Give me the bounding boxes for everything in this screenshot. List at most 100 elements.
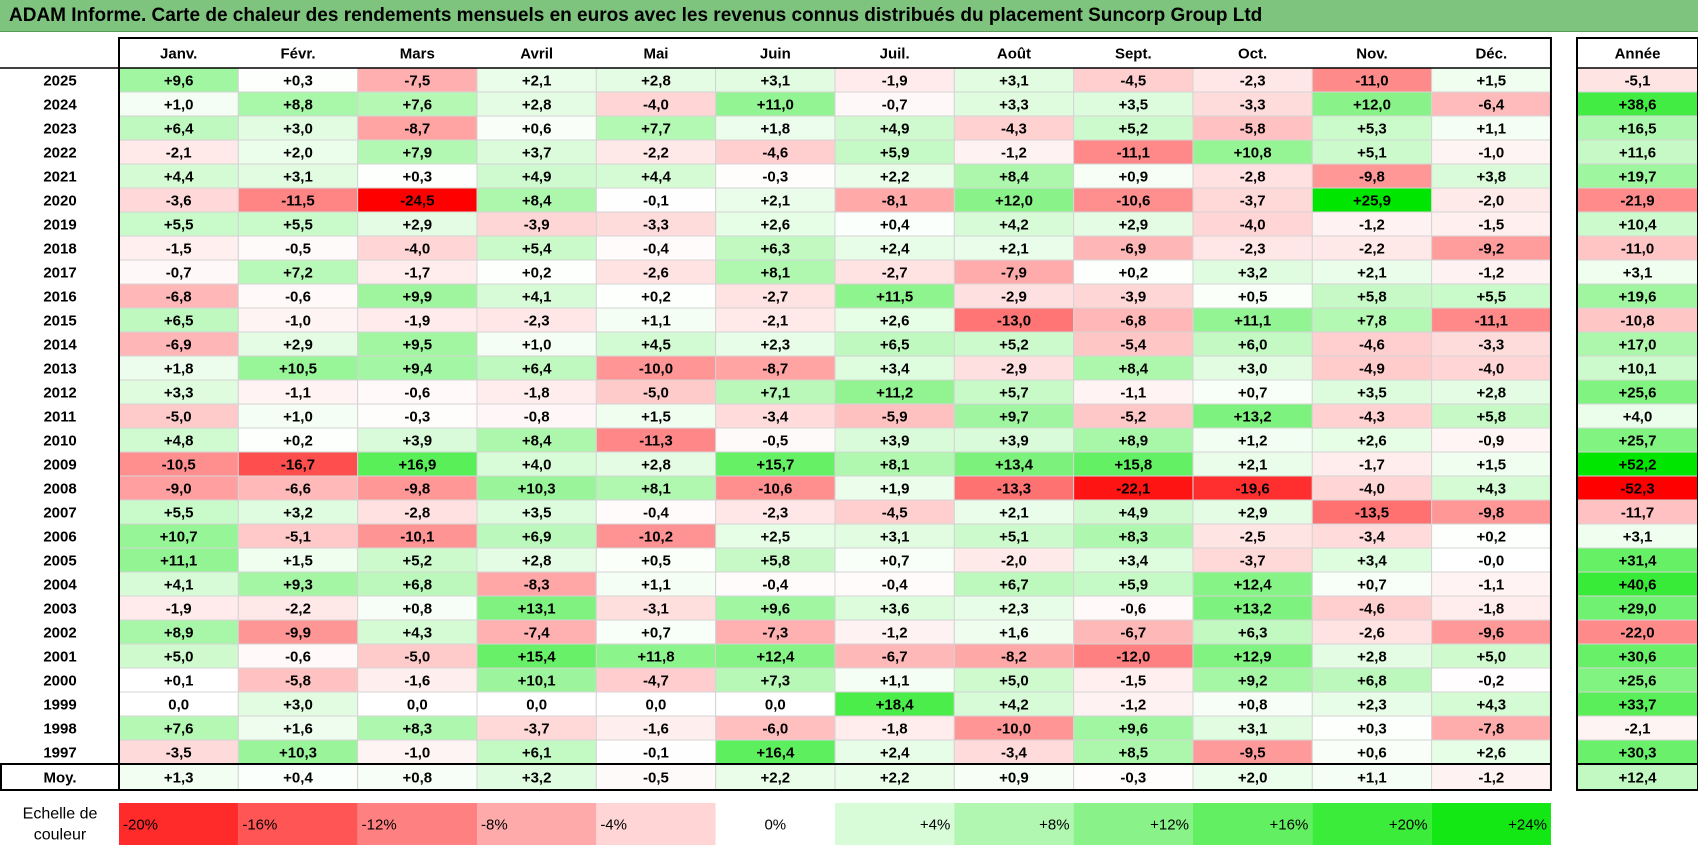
cell-value: -0,4 xyxy=(643,505,670,522)
heatmap-cell xyxy=(1311,379,1433,405)
avg-value: +0,4 xyxy=(283,770,313,787)
cell-value: +1,0 xyxy=(522,337,552,354)
heatmap-cell xyxy=(1192,331,1313,357)
cell-value: -5,9 xyxy=(882,409,908,426)
cell-value: +2,6 xyxy=(1357,433,1387,450)
cell-value: -1,2 xyxy=(1359,217,1385,234)
annual-cell xyxy=(1576,187,1698,213)
heatmap-cell xyxy=(1431,691,1552,717)
scale-swatch xyxy=(1312,803,1432,845)
page-title: ADAM Informe. Carte de chaleur des rende… xyxy=(9,5,1263,26)
cell-value: -1,8 xyxy=(524,385,550,402)
cell-value: +5,9 xyxy=(880,145,910,162)
cell-value: +0,2 xyxy=(641,289,671,306)
heatmap-cell xyxy=(1192,451,1313,477)
annual-value: +33,7 xyxy=(1619,697,1657,714)
cell-value: -5,8 xyxy=(1240,121,1266,138)
cell-value: +5,8 xyxy=(1357,289,1387,306)
heatmap-cell xyxy=(1431,235,1552,261)
cell-value: +10,7 xyxy=(160,529,198,546)
cell-value: +4,4 xyxy=(164,169,194,186)
cell-value: -2,3 xyxy=(1240,73,1266,90)
annual-cell xyxy=(1576,571,1698,597)
heatmap-cell xyxy=(357,355,478,381)
annual-cell xyxy=(1576,715,1698,741)
heatmap-cell xyxy=(715,403,836,429)
cell-value: +8,1 xyxy=(880,457,910,474)
cell-value: -3,9 xyxy=(1120,289,1146,306)
row-year-label: 2015 xyxy=(43,313,76,330)
cell-value: +2,8 xyxy=(522,553,552,570)
cell-value: +0,7 xyxy=(1238,385,1268,402)
heatmap-cell xyxy=(237,475,359,501)
heatmap-cell xyxy=(237,331,359,357)
annual-header: Année xyxy=(1615,46,1661,63)
cell-value: +3,4 xyxy=(880,361,910,378)
month-header: Déc. xyxy=(1475,46,1507,63)
cell-value: +4,1 xyxy=(164,577,194,594)
scale-swatch xyxy=(834,803,955,845)
heatmap-cell xyxy=(476,499,597,525)
row-year-label: 2017 xyxy=(43,265,76,282)
cell-value: +3,8 xyxy=(1476,169,1506,186)
heatmap-cell xyxy=(1073,499,1194,525)
heatmap-cell xyxy=(1073,67,1194,93)
cell-value: -8,7 xyxy=(404,121,430,138)
cell-value: -9,9 xyxy=(285,625,311,642)
heatmap-cell xyxy=(834,499,955,525)
annual-value: +25,6 xyxy=(1619,385,1657,402)
cell-value: -10,2 xyxy=(639,529,673,546)
annual-column-frame xyxy=(1576,37,1698,791)
cell-value: -2,2 xyxy=(1359,241,1385,258)
heatmap-cell xyxy=(357,187,478,213)
heatmap-cell xyxy=(476,259,597,285)
cell-value: +0,3 xyxy=(1357,721,1387,738)
row-year-label: 2019 xyxy=(43,217,76,234)
heatmap-cell xyxy=(118,595,239,621)
heatmap-cell xyxy=(1073,259,1194,285)
cell-value: -8,2 xyxy=(1001,649,1027,666)
cell-value: +1,1 xyxy=(880,673,910,690)
cell-value: +3,6 xyxy=(880,601,910,618)
avg-value: -0,5 xyxy=(643,770,669,787)
title-bar: ADAM Informe. Carte de chaleur des rende… xyxy=(0,0,1698,32)
cell-value: +8,4 xyxy=(1118,361,1148,378)
heatmap-cell xyxy=(476,691,597,717)
cell-value: -0,9 xyxy=(1478,433,1504,450)
cell-value: +9,9 xyxy=(403,289,433,306)
heatmap-cell xyxy=(1073,187,1194,213)
cell-value: +4,4 xyxy=(641,169,671,186)
cell-value: +5,4 xyxy=(522,241,552,258)
month-header: Oct. xyxy=(1238,46,1267,63)
cell-value: -1,8 xyxy=(882,721,908,738)
annual-value: -11,0 xyxy=(1621,241,1654,258)
heatmap-cell xyxy=(953,571,1075,597)
cell-value: +0,8 xyxy=(1238,697,1268,714)
heatmap-cell xyxy=(715,643,836,669)
avg-value: +3,2 xyxy=(522,770,552,787)
cell-value: -3,1 xyxy=(643,601,669,618)
heatmap-cell xyxy=(595,643,717,669)
heatmap-cell xyxy=(834,715,955,741)
cell-value: +2,1 xyxy=(1238,457,1268,474)
cell-value: -4,0 xyxy=(1478,361,1504,378)
heatmap-cell xyxy=(357,451,478,477)
cell-value: +11,1 xyxy=(1234,313,1271,330)
heatmap-cell xyxy=(1431,211,1552,237)
heatmap-cell xyxy=(1192,379,1313,405)
cell-value: +0,7 xyxy=(641,625,671,642)
cell-value: +4,2 xyxy=(999,697,1029,714)
heatmap-cell xyxy=(237,667,359,693)
heatmap-cell xyxy=(476,91,597,117)
cell-value: +10,5 xyxy=(279,361,317,378)
cell-value: +2,0 xyxy=(283,145,313,162)
row-year-label: 2016 xyxy=(43,289,76,306)
heatmap-cell xyxy=(476,163,597,189)
heatmap-cell xyxy=(595,691,717,717)
heatmap-cell xyxy=(715,187,836,213)
cell-value: -7,3 xyxy=(762,625,788,642)
scale-label: couleur xyxy=(34,827,87,844)
cell-value: -3,5 xyxy=(166,745,192,762)
cell-value: +9,2 xyxy=(1238,673,1268,690)
avg-label: Moy. xyxy=(43,770,76,787)
